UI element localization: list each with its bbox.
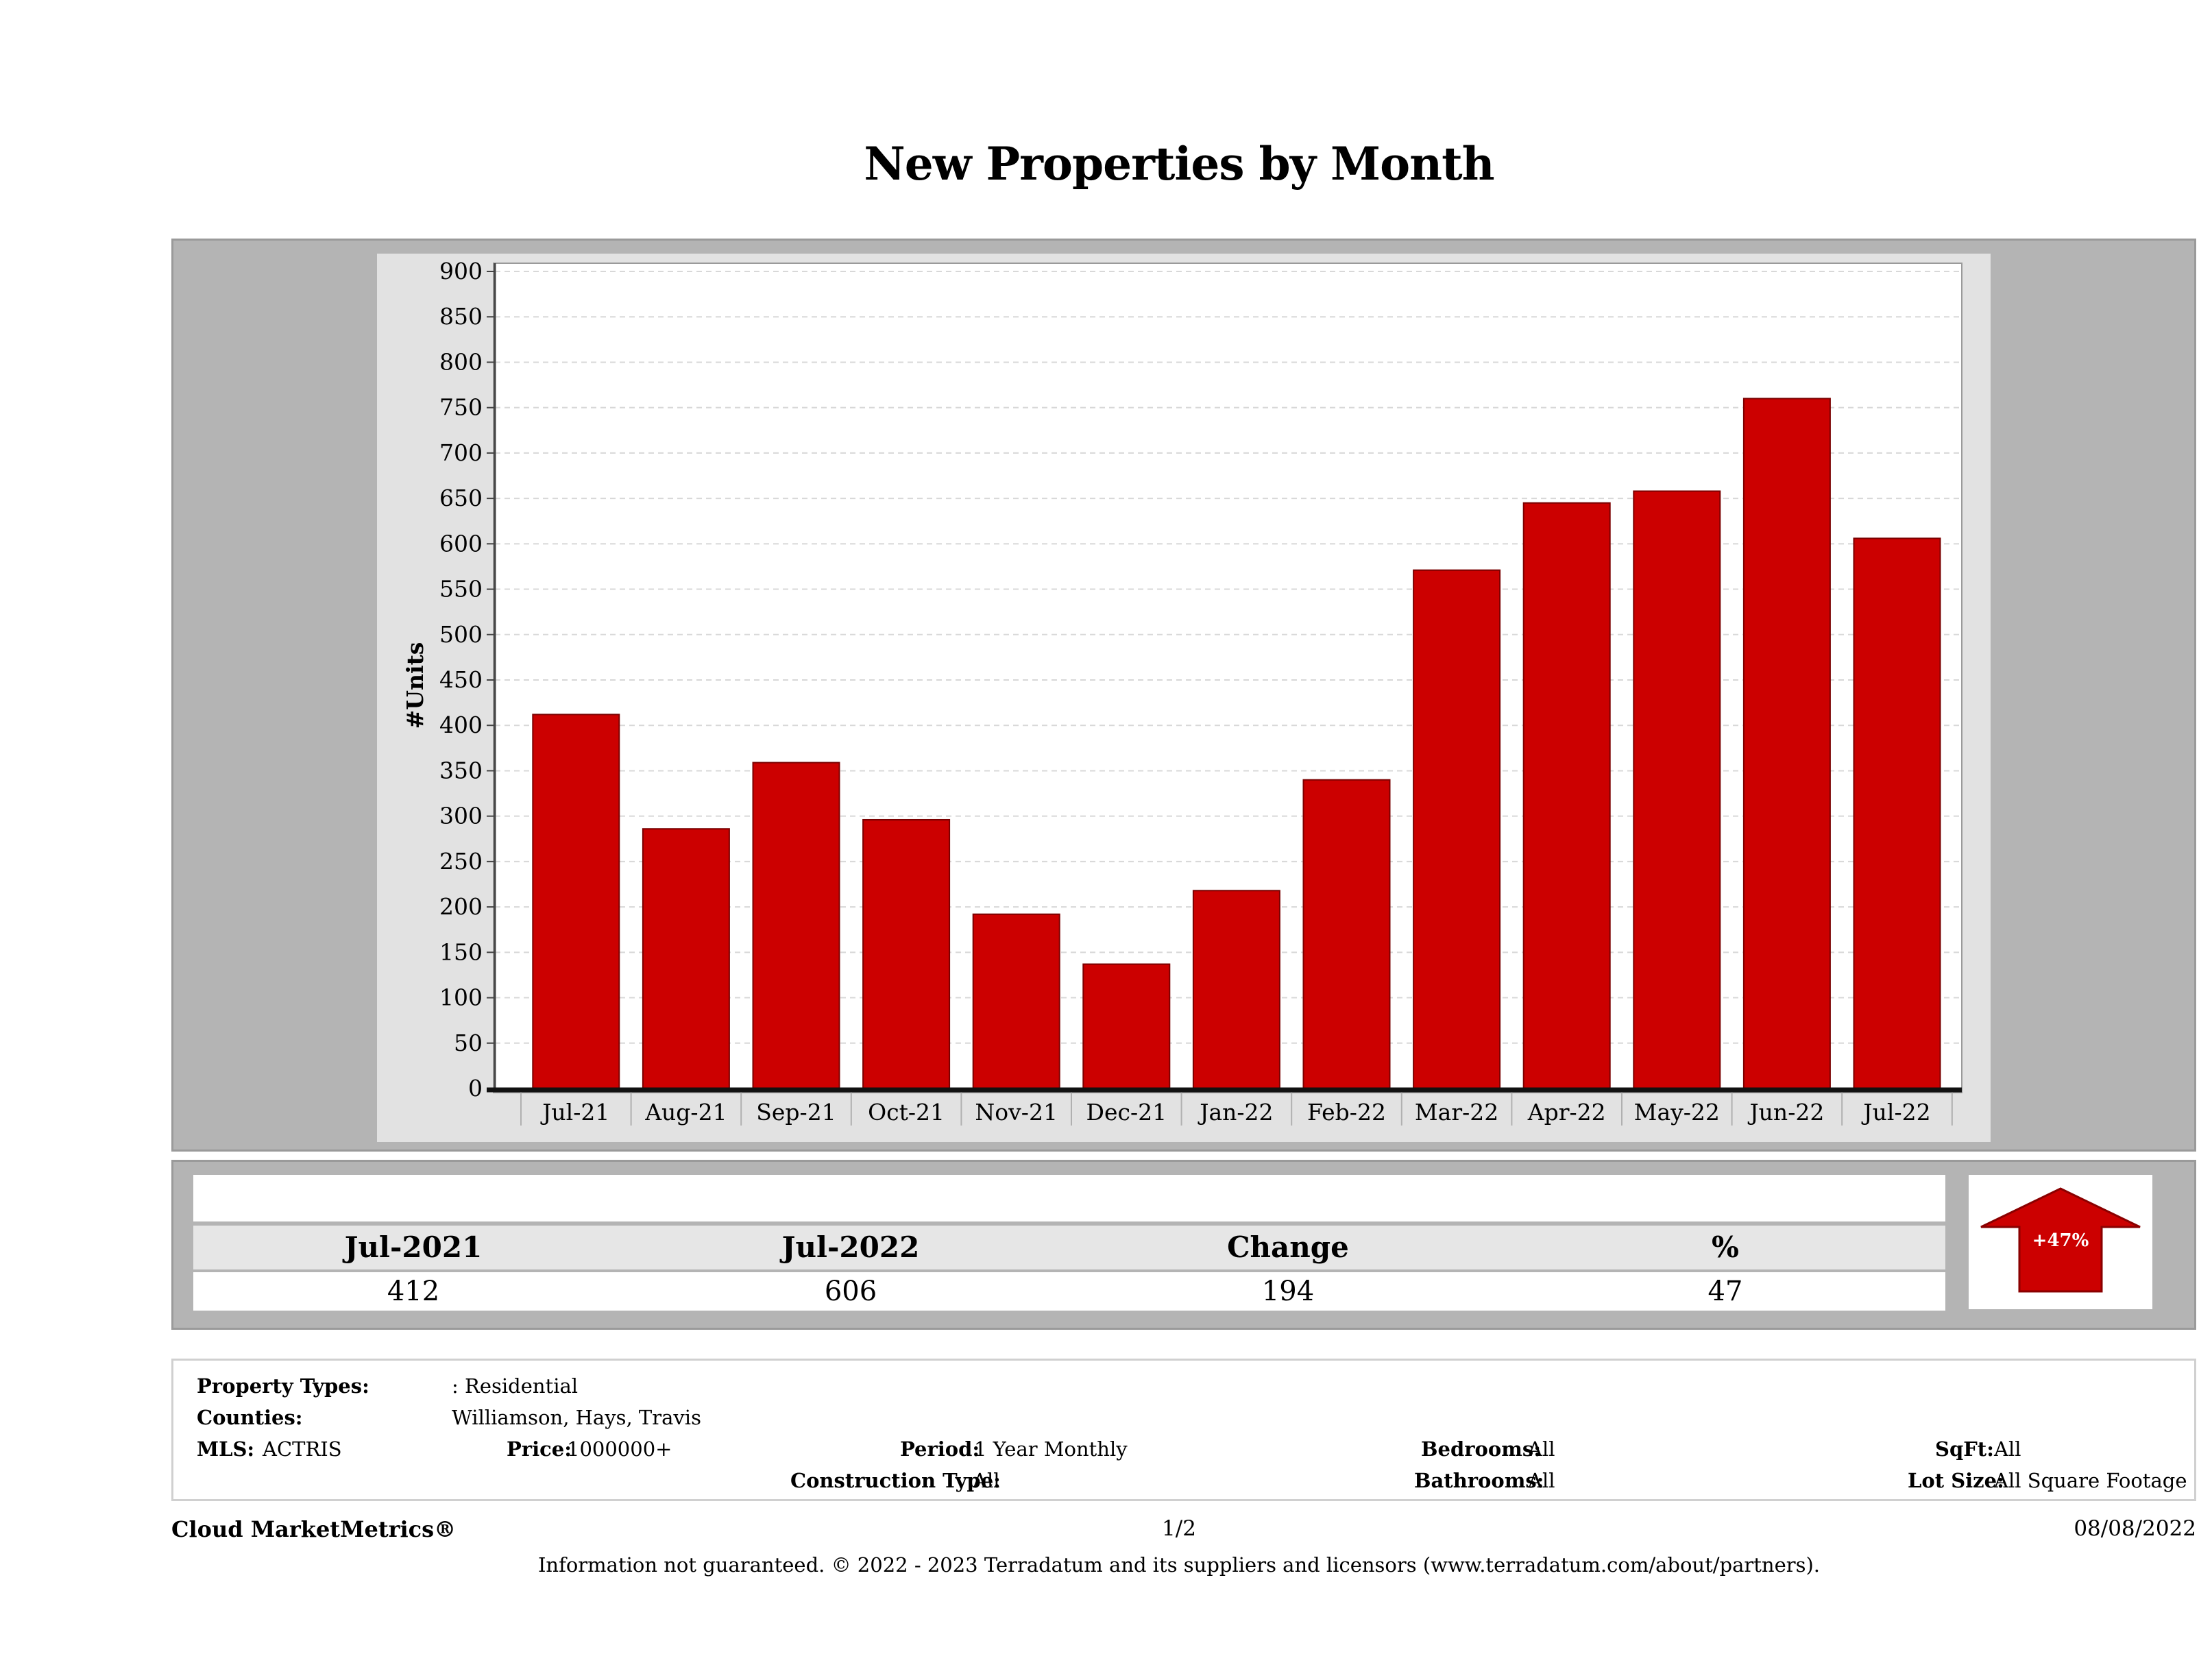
summary-spacer	[193, 1175, 1945, 1221]
bar	[1853, 537, 1941, 1089]
y-axis-label: #Units	[402, 642, 428, 729]
y-tick-label: 250	[439, 848, 483, 875]
summary-header-change: Change	[1227, 1230, 1349, 1264]
x-tick-label: Apr-22	[1527, 1099, 1606, 1126]
mls-label: MLS:	[197, 1437, 255, 1461]
bar	[1302, 779, 1391, 1089]
y-tick-label: 650	[439, 485, 483, 511]
counties-value: Williamson, Hays, Travis	[452, 1406, 701, 1429]
summary-header-start: Jul-2021	[344, 1230, 483, 1264]
summary-value-row: 412 606 194 47	[193, 1272, 1945, 1311]
bathrooms-label: Bathrooms:	[1414, 1469, 1544, 1492]
y-tick-label: 600	[439, 530, 483, 557]
construction-type-value: All	[973, 1469, 1000, 1492]
x-tick-label: Jan-22	[1198, 1099, 1273, 1126]
price-label: Price:	[507, 1437, 572, 1461]
y-tick-label: 700	[439, 439, 483, 466]
summary-header-row: Jul-2021 Jul-2022 Change %	[193, 1226, 1945, 1269]
x-tick-label: Oct-21	[868, 1099, 945, 1126]
sqft-label: SqFt:	[1935, 1437, 1994, 1461]
summary-value-change: 194	[1261, 1276, 1315, 1307]
period-label: Period:	[900, 1437, 980, 1461]
y-tick-label: 200	[439, 893, 483, 920]
y-tick-label: 100	[439, 984, 483, 1011]
property-types-value: : Residential	[452, 1374, 579, 1398]
bar	[1742, 398, 1831, 1089]
y-tick-label: 450	[439, 666, 483, 693]
x-tick-label: Sep-21	[756, 1099, 836, 1126]
bar	[1413, 569, 1501, 1089]
y-tick-label: 850	[439, 303, 483, 330]
chart-title: New Properties by Month	[864, 137, 1494, 191]
x-tick-label: Jul-22	[1861, 1099, 1930, 1126]
mls-value: ACTRIS	[263, 1437, 342, 1461]
x-tick-label: May-22	[1634, 1099, 1720, 1126]
y-tick-label: 750	[439, 394, 483, 421]
x-tick-label: Mar-22	[1415, 1099, 1498, 1126]
y-tick-label: 550	[439, 576, 483, 603]
bathrooms-value: All	[1528, 1469, 1555, 1492]
x-tick-label: Jun-22	[1747, 1099, 1824, 1126]
y-tick-label: 0	[468, 1075, 483, 1102]
lot-size-value: All Square Footage	[1994, 1469, 2187, 1492]
bar	[1192, 890, 1280, 1089]
footer-date: 08/08/2022	[2074, 1516, 2196, 1541]
y-tick-label: 900	[439, 258, 483, 284]
summary-value-end: 606	[824, 1276, 877, 1307]
lot-size-label: Lot Size:	[1908, 1469, 2004, 1492]
bar	[1522, 502, 1611, 1089]
footer-disclaimer: Information not guaranteed. © 2022 - 202…	[537, 1553, 1821, 1577]
bedrooms-value: All	[1528, 1437, 1555, 1461]
y-tick-label: 300	[439, 803, 483, 829]
bar	[532, 714, 620, 1089]
tick-labels: 0 50 100 150 200 250 300 350 400 450 500 550 600 650 7…	[439, 258, 1931, 1126]
trend-percent-label: +47%	[2032, 1230, 2089, 1251]
y-tick-label: 50	[454, 1030, 483, 1056]
trend-indicator: +47%	[1969, 1175, 2152, 1309]
y-tick-label: 150	[439, 938, 483, 965]
bar	[752, 762, 840, 1089]
summary-header-percent: %	[1712, 1230, 1739, 1264]
bar	[862, 818, 951, 1089]
up-arrow-icon: +47%	[1980, 1187, 2141, 1293]
summary-header-end: Jul-2022	[781, 1230, 920, 1264]
summary-value-percent: 47	[1707, 1276, 1743, 1307]
x-tick-label: Jul-21	[540, 1099, 609, 1126]
x-tick-label: Aug-21	[644, 1099, 727, 1126]
bars	[532, 398, 1941, 1090]
x-tick-label: Dec-21	[1086, 1099, 1167, 1126]
axes	[487, 263, 1962, 1126]
footer-page-number: 1/2	[1162, 1516, 1196, 1541]
property-types-label: Property Types:	[197, 1374, 369, 1398]
footer-brand: Cloud MarketMetrics®	[171, 1516, 457, 1542]
period-value: 1 Year Monthly	[974, 1437, 1128, 1461]
sqft-value: All	[1994, 1437, 2021, 1461]
report-criteria: Property Types: : Residential Counties: …	[171, 1359, 2196, 1501]
bar	[1633, 490, 1721, 1089]
construction-type-label: Construction Type:	[790, 1469, 1001, 1492]
bar	[642, 828, 730, 1089]
y-tick-label: 500	[439, 621, 483, 648]
x-tick-label: Feb-22	[1307, 1099, 1386, 1126]
bar	[972, 913, 1060, 1089]
x-tick-label: Nov-21	[975, 1099, 1058, 1126]
counties-label: Counties:	[197, 1406, 303, 1429]
y-tick-label: 350	[439, 757, 483, 783]
price-value: 1000000+	[567, 1437, 672, 1461]
y-tick-label: 400	[439, 712, 483, 738]
summary-value-start: 412	[387, 1276, 440, 1307]
bedrooms-label: Bedrooms:	[1421, 1437, 1541, 1461]
y-tick-label: 800	[439, 348, 483, 375]
bar-chart: 0 50 100 150 200 250 300 350 400 450 500 550 600 650 7…	[402, 258, 1962, 1126]
bar	[1082, 963, 1171, 1090]
